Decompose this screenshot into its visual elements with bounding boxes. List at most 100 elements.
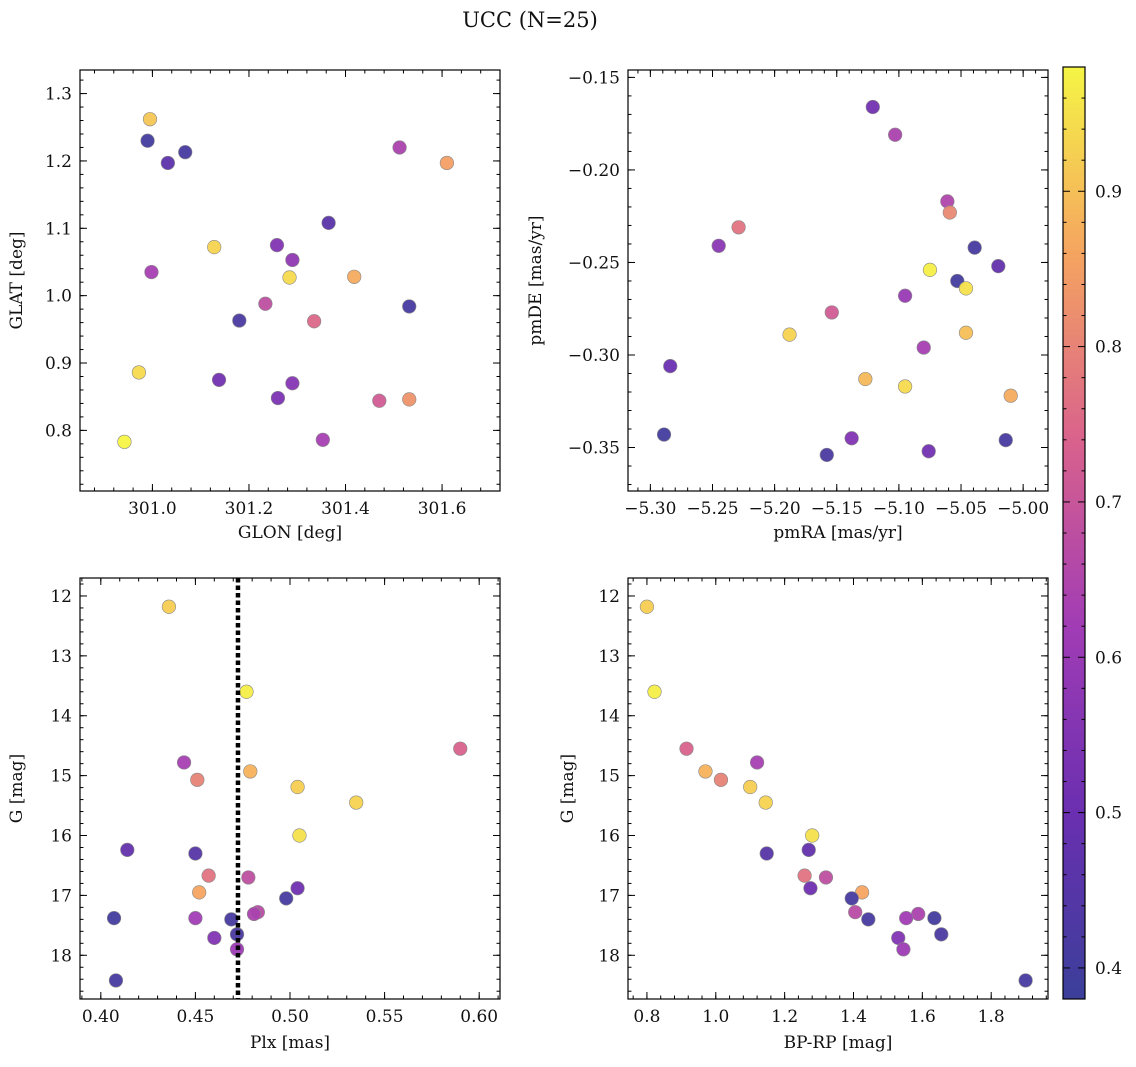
data-point <box>439 155 454 171</box>
data-point <box>759 846 774 861</box>
data-point <box>713 772 729 787</box>
data-point <box>269 238 285 253</box>
y-tick-label: −0.20 <box>568 161 620 181</box>
y-tick-label: 14 <box>50 707 72 727</box>
plot-frame <box>627 577 1049 1000</box>
x-tick-label: 0.45 <box>176 1007 214 1027</box>
x-axis-label: BP-RP [mag] <box>784 1033 893 1053</box>
y-tick-label: −0.35 <box>568 439 620 459</box>
panel-plx: 0.40 0.45 0.50 0.55 0.60 12 13 14 15 16 17 18 Plx [m… <box>7 577 501 1053</box>
x-tick-label: 1.8 <box>978 1007 1005 1027</box>
data-point <box>679 741 694 756</box>
panel-cmd: 0.8 1.0 1.2 1.4 1.6 1.8 12 13 14 15 16 17 18 BP-RP [m… <box>558 577 1049 1053</box>
data-point <box>131 365 146 380</box>
y-tick-label: 1.3 <box>45 85 72 105</box>
data-point <box>239 684 254 699</box>
data-point <box>188 846 203 861</box>
colorbar-tick-label: 0.9 <box>1095 182 1122 202</box>
data-point <box>246 906 262 922</box>
data-point <box>711 238 726 253</box>
data-point <box>861 912 876 927</box>
y-tick-label: 18 <box>598 946 620 966</box>
x-tick-label: 1.6 <box>909 1007 936 1027</box>
data-point <box>805 828 820 843</box>
data-point <box>190 772 205 787</box>
y-tick-label: 14 <box>598 707 620 727</box>
data-point <box>758 795 773 810</box>
data-point <box>942 205 957 220</box>
data-point <box>201 868 216 883</box>
y-tick-label: 16 <box>598 827 620 847</box>
panel-lonlat: 301.0 301.2 301.4 301.6 0.8 0.9 1.0 1.1 1.2 1.3 GL… <box>7 69 501 543</box>
data-point <box>865 99 880 115</box>
data-point <box>922 262 938 277</box>
y-tick-label: −0.30 <box>568 346 620 366</box>
x-tick-label: −5.20 <box>749 499 801 519</box>
colorbar-tick-label: 0.7 <box>1095 493 1122 513</box>
data-point <box>285 376 300 391</box>
data-point <box>290 779 305 795</box>
panel-pm: −5.30 −5.25 −5.20 −5.15 −5.10 −5.05 −5.00 −0.35… <box>526 68 1049 543</box>
x-tick-label: 0.8 <box>633 1007 660 1027</box>
panels: 301.0 301.2 301.4 301.6 0.8 0.9 1.0 1.1 1.2 1.3 GL… <box>7 68 1049 1053</box>
x-tick-label: 0.50 <box>271 1007 309 1027</box>
data-point <box>120 842 135 857</box>
y-tick-label: 0.8 <box>45 421 72 441</box>
data-point <box>934 927 949 942</box>
y-tick-label: 17 <box>50 886 72 906</box>
data-point <box>898 288 913 303</box>
data-point <box>782 327 797 342</box>
y-tick-label: 17 <box>598 886 620 906</box>
colorbar-tick-label: 0.6 <box>1095 648 1122 668</box>
y-tick-label: 12 <box>50 587 72 607</box>
data-point <box>824 305 839 320</box>
data-point <box>803 881 818 896</box>
plot-frame <box>627 69 1049 492</box>
data-point <box>402 299 417 314</box>
colorbar-tick-label: 0.5 <box>1095 804 1122 824</box>
x-tick-label: 301.6 <box>418 499 467 519</box>
data-point <box>211 372 227 387</box>
data-point <box>307 314 322 329</box>
data-point <box>927 911 942 926</box>
data-point <box>743 779 758 795</box>
data-point <box>117 434 132 449</box>
data-point <box>160 155 175 171</box>
data-point <box>192 885 207 900</box>
y-tick-label: 0.9 <box>45 354 72 374</box>
data-point <box>899 911 914 926</box>
x-tick-label: 1.4 <box>840 1007 867 1027</box>
data-point <box>292 828 307 843</box>
colorbar-tick-label: 0.4 <box>1095 959 1122 979</box>
y-tick-label: 12 <box>598 587 620 607</box>
data-point <box>898 379 913 394</box>
y-axis-label: GLAT [deg] <box>7 231 27 329</box>
x-tick-label: 301.2 <box>225 499 274 519</box>
y-tick-label: 1.1 <box>45 219 72 239</box>
data-point <box>258 296 273 311</box>
data-point <box>911 906 926 922</box>
data-point <box>241 870 256 885</box>
data-point <box>402 392 417 407</box>
data-point <box>663 358 678 374</box>
colorbar: 0.4 0.5 0.6 0.7 0.8 0.9 <box>1062 66 1122 1000</box>
x-tick-label: −5.30 <box>624 499 676 519</box>
x-tick-label: −5.05 <box>935 499 987 519</box>
data-point <box>108 973 124 988</box>
x-tick-label: 301.4 <box>321 499 370 519</box>
data-point <box>315 432 330 447</box>
y-tick-label: 1.0 <box>45 287 72 307</box>
data-point <box>844 891 859 906</box>
y-tick-label: 15 <box>598 767 620 787</box>
data-point <box>1018 973 1033 988</box>
data-point <box>188 911 203 926</box>
data-point <box>142 112 158 127</box>
data-point <box>347 269 362 284</box>
data-point <box>207 930 222 946</box>
figure-title: UCC (N=25) <box>462 8 598 32</box>
x-tick-label: 301.0 <box>128 499 177 519</box>
data-point <box>797 868 812 883</box>
data-point <box>392 140 407 155</box>
x-tick-label: 1.2 <box>771 1007 798 1027</box>
x-tick-label: −5.25 <box>686 499 738 519</box>
